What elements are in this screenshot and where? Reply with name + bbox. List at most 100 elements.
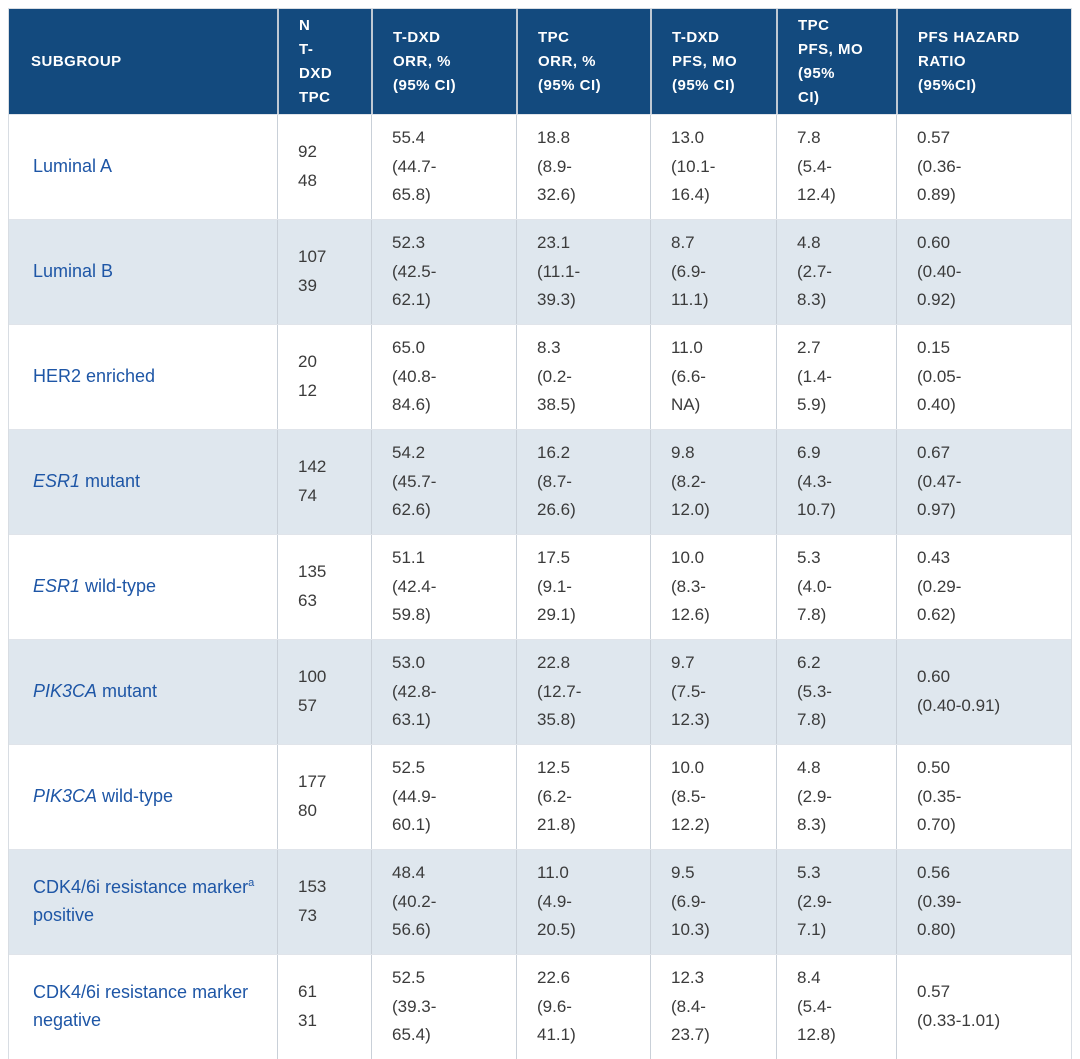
subgroup-cell: PIK3CA wild-type: [9, 745, 277, 849]
subgroup-cell: ESR1 wild-type: [9, 535, 277, 639]
pfs-hazard-ratio-cell: 0.60 (0.40- 0.92): [896, 220, 1070, 324]
subgroup-text: wild-type: [97, 786, 174, 807]
table-row: HER2 enriched 20 12 65.0 (40.8- 84.6) 8.…: [9, 324, 1071, 429]
tdxd-orr-cell: 53.0 (42.8- 63.1): [371, 640, 516, 744]
n-cell: 107 39: [277, 220, 371, 324]
tdxd-pfs-cell: 9.5 (6.9- 10.3): [650, 850, 776, 954]
table-row: PIK3CA mutant 100 57 53.0 (42.8- 63.1) 2…: [9, 639, 1071, 744]
tdxd-pfs-cell: 8.7 (6.9- 11.1): [650, 220, 776, 324]
pfs-hazard-ratio-cell: 0.50 (0.35- 0.70): [896, 745, 1070, 849]
table-row: ESR1 mutant 142 74 54.2 (45.7- 62.6) 16.…: [9, 429, 1071, 534]
subgroup-cell: Luminal A: [9, 115, 277, 219]
subgroup-cell: PIK3CA mutant: [9, 640, 277, 744]
table-row: Luminal B 107 39 52.3 (42.5- 62.1) 23.1 …: [9, 219, 1071, 324]
table-header-row: SUBGROUP N T- DXD TPC T-DXD ORR, % (95% …: [9, 9, 1071, 114]
n-cell: 153 73: [277, 850, 371, 954]
tpc-orr-cell: 17.5 (9.1- 29.1): [516, 535, 650, 639]
table-row: CDK4/6i resistance marker negative 61 31…: [9, 954, 1071, 1059]
n-cell: 135 63: [277, 535, 371, 639]
tdxd-pfs-cell: 11.0 (6.6- NA): [650, 325, 776, 429]
subgroup-cell: CDK4/6i resistance markera positive: [9, 850, 277, 954]
subgroup-analysis-table: SUBGROUP N T- DXD TPC T-DXD ORR, % (95% …: [8, 8, 1072, 1059]
table-row: PIK3CA wild-type 177 80 52.5 (44.9- 60.1…: [9, 744, 1071, 849]
tpc-orr-cell: 22.6 (9.6- 41.1): [516, 955, 650, 1059]
subgroup-label: HER2 enriched: [33, 363, 169, 391]
tdxd-orr-cell: 65.0 (40.8- 84.6): [371, 325, 516, 429]
tdxd-orr-cell: 52.5 (44.9- 60.1): [371, 745, 516, 849]
n-cell: 92 48: [277, 115, 371, 219]
pfs-hazard-ratio-cell: 0.57 (0.36- 0.89): [896, 115, 1070, 219]
subgroup-text: mutant: [80, 471, 141, 492]
n-cell: 20 12: [277, 325, 371, 429]
tpc-orr-cell: 12.5 (6.2- 21.8): [516, 745, 650, 849]
tdxd-pfs-cell: 12.3 (8.4- 23.7): [650, 955, 776, 1059]
header-tdxd-orr: T-DXD ORR, % (95% CI): [371, 9, 516, 114]
subgroup-gene-italic: ESR1: [33, 471, 81, 492]
subgroup-label: PIK3CA wild-type: [33, 783, 187, 811]
subgroup-footnote-superscript: a: [248, 877, 255, 890]
subgroup-label: Luminal B: [33, 258, 127, 286]
tpc-pfs-cell: 6.2 (5.3- 7.8): [776, 640, 896, 744]
table-body: Luminal A 92 48 55.4 (44.7- 65.8) 18.8 (…: [9, 114, 1071, 1059]
tdxd-pfs-cell: 9.7 (7.5- 12.3): [650, 640, 776, 744]
subgroup-text: mutant: [97, 681, 158, 702]
n-cell: 142 74: [277, 430, 371, 534]
subgroup-cell: HER2 enriched: [9, 325, 277, 429]
tpc-pfs-cell: 5.3 (2.9- 7.1): [776, 850, 896, 954]
subgroup-label: Luminal A: [33, 153, 126, 181]
subgroup-text: CDK4/6i resistance marker: [33, 877, 249, 898]
tpc-pfs-cell: 4.8 (2.7- 8.3): [776, 220, 896, 324]
subgroup-text: CDK4/6i resistance marker negative: [33, 982, 249, 1030]
header-tpc-pfs: TPC PFS, MO (95% CI): [776, 9, 896, 114]
tdxd-orr-cell: 52.3 (42.5- 62.1): [371, 220, 516, 324]
tpc-pfs-cell: 7.8 (5.4- 12.4): [776, 115, 896, 219]
table-row: CDK4/6i resistance markera positive 153 …: [9, 849, 1071, 954]
tpc-pfs-cell: 8.4 (5.4- 12.8): [776, 955, 896, 1059]
tdxd-pfs-cell: 9.8 (8.2- 12.0): [650, 430, 776, 534]
tdxd-pfs-cell: 10.0 (8.5- 12.2): [650, 745, 776, 849]
table-row: ESR1 wild-type 135 63 51.1 (42.4- 59.8) …: [9, 534, 1071, 639]
tdxd-orr-cell: 52.5 (39.3- 65.4): [371, 955, 516, 1059]
pfs-hazard-ratio-cell: 0.56 (0.39- 0.80): [896, 850, 1070, 954]
n-cell: 61 31: [277, 955, 371, 1059]
subgroup-cell: Luminal B: [9, 220, 277, 324]
tpc-orr-cell: 11.0 (4.9- 20.5): [516, 850, 650, 954]
header-pfs-hazard-ratio: PFS HAZARD RATIO (95%CI): [896, 9, 1070, 114]
subgroup-text: HER2 enriched: [33, 366, 156, 387]
subgroup-gene-italic: PIK3CA: [33, 681, 98, 702]
tdxd-orr-cell: 54.2 (45.7- 62.6): [371, 430, 516, 534]
subgroup-label: CDK4/6i resistance markera positive: [33, 874, 271, 930]
tdxd-orr-cell: 55.4 (44.7- 65.8): [371, 115, 516, 219]
tpc-pfs-cell: 2.7 (1.4- 5.9): [776, 325, 896, 429]
subgroup-text-suffix: positive: [33, 905, 95, 925]
header-tpc-orr: TPC ORR, % (95% CI): [516, 9, 650, 114]
tpc-orr-cell: 8.3 (0.2- 38.5): [516, 325, 650, 429]
tpc-orr-cell: 23.1 (11.1- 39.3): [516, 220, 650, 324]
subgroup-label: PIK3CA mutant: [33, 678, 171, 706]
subgroup-text: wild-type: [80, 576, 157, 597]
tpc-orr-cell: 16.2 (8.7- 26.6): [516, 430, 650, 534]
n-cell: 100 57: [277, 640, 371, 744]
tdxd-orr-cell: 51.1 (42.4- 59.8): [371, 535, 516, 639]
header-tdxd-pfs: T-DXD PFS, MO (95% CI): [650, 9, 776, 114]
n-cell: 177 80: [277, 745, 371, 849]
header-n-tdxd-tpc: N T- DXD TPC: [277, 9, 371, 114]
tdxd-pfs-cell: 10.0 (8.3- 12.6): [650, 535, 776, 639]
subgroup-label: ESR1 mutant: [33, 468, 154, 496]
header-subgroup: SUBGROUP: [31, 52, 122, 70]
subgroup-label: ESR1 wild-type: [33, 573, 170, 601]
tpc-pfs-cell: 5.3 (4.0- 7.8): [776, 535, 896, 639]
subgroup-label: CDK4/6i resistance marker negative: [33, 979, 271, 1035]
tpc-pfs-cell: 4.8 (2.9- 8.3): [776, 745, 896, 849]
subgroup-cell: CDK4/6i resistance marker negative: [9, 955, 277, 1059]
subgroup-text: Luminal A: [33, 156, 113, 177]
tpc-orr-cell: 18.8 (8.9- 32.6): [516, 115, 650, 219]
pfs-hazard-ratio-cell: 0.67 (0.47- 0.97): [896, 430, 1070, 534]
pfs-hazard-ratio-cell: 0.43 (0.29- 0.62): [896, 535, 1070, 639]
subgroup-gene-italic: ESR1: [33, 576, 81, 597]
pfs-hazard-ratio-cell: 0.60 (0.40-0.91): [896, 640, 1070, 744]
tpc-orr-cell: 22.8 (12.7- 35.8): [516, 640, 650, 744]
table-row: Luminal A 92 48 55.4 (44.7- 65.8) 18.8 (…: [9, 114, 1071, 219]
pfs-hazard-ratio-cell: 0.15 (0.05- 0.40): [896, 325, 1070, 429]
